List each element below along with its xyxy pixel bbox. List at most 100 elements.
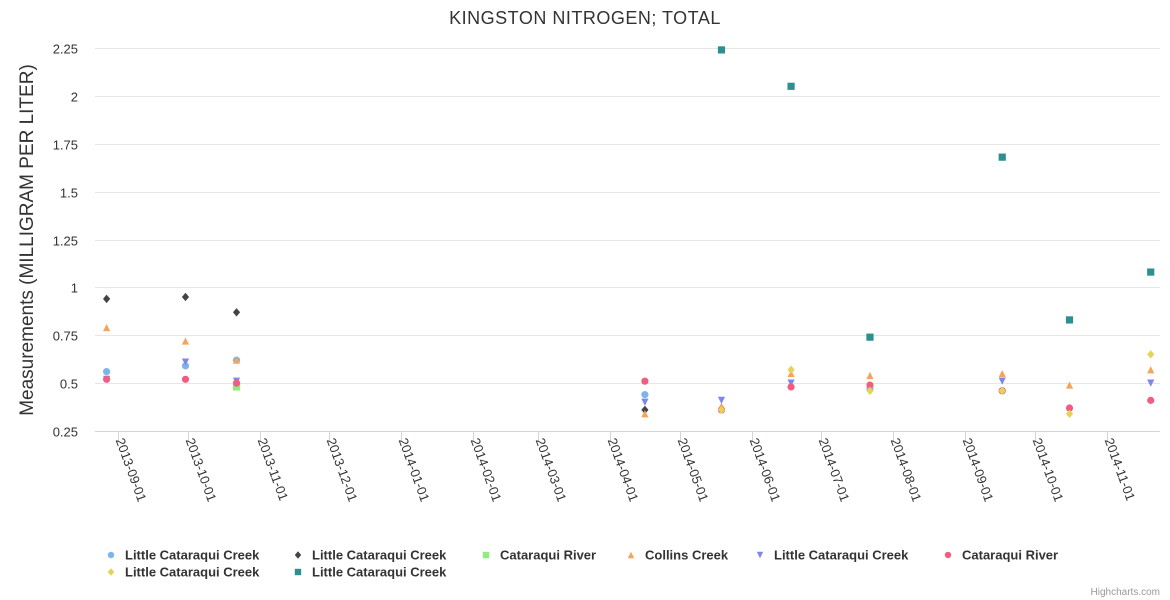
series-group [103,323,1155,418]
data-point[interactable] [232,356,241,364]
data-point[interactable] [181,358,190,366]
legend-item[interactable]: Cataraqui River [944,548,1058,563]
series-group [103,358,1155,406]
series-group [103,375,1155,414]
data-point[interactable] [232,308,241,317]
legend-item[interactable]: Little Cataraqui Creek [756,548,909,563]
legend-label[interactable]: Little Cataraqui Creek [774,548,909,563]
data-point[interactable] [641,405,649,415]
legend-item[interactable]: Little Cataraqui Creek [107,548,260,563]
x-tick-label: 2013-10-01 [183,436,220,504]
data-point[interactable] [181,375,190,383]
legend-marker [107,551,115,559]
legend-label[interactable]: Cataraqui River [962,548,1058,563]
x-tick-label: 2013-11-01 [255,436,292,503]
data-point[interactable] [866,371,874,380]
legend-marker [482,551,490,559]
y-tick-label: 2.25 [53,42,78,57]
data-point[interactable] [866,333,874,341]
legend-marker [294,551,302,559]
data-point[interactable] [103,368,111,376]
data-point[interactable] [1147,366,1155,374]
x-tick-label: 2014-01-01 [396,436,433,504]
legend-item[interactable]: Little Cataraqui Creek [107,565,260,580]
data-points [103,46,1155,418]
legend-marker [627,551,635,559]
legend-label[interactable]: Little Cataraqui Creek [312,548,447,563]
data-point[interactable] [641,410,649,418]
data-point[interactable] [998,386,1006,395]
data-point[interactable] [181,337,190,345]
y-tick-label: 1 [71,281,78,296]
x-tick-label: 2014-03-01 [533,436,570,504]
legend-label[interactable]: Collins Creek [645,548,729,563]
data-point[interactable] [181,362,190,370]
data-point[interactable] [866,386,874,395]
data-point[interactable] [717,46,726,54]
x-tick-label: 2014-07-01 [816,436,853,504]
data-point[interactable] [717,405,726,415]
x-tick-label: 2013-12-01 [324,436,361,504]
data-point[interactable] [1147,268,1155,276]
data-point[interactable] [998,153,1006,161]
data-point[interactable] [103,294,111,304]
series-group [103,292,649,415]
series-group [717,350,1155,418]
data-point[interactable] [232,379,241,387]
legend-item[interactable]: Cataraqui River [482,548,596,563]
data-point[interactable] [232,383,241,391]
data-point[interactable] [103,375,111,383]
data-point[interactable] [641,391,649,399]
x-tick-label: 2014-08-01 [888,436,925,504]
legend-label[interactable]: Little Cataraqui Creek [312,565,447,580]
x-tick-label: 2014-06-01 [747,436,784,504]
data-point[interactable] [787,365,795,374]
data-point[interactable] [641,398,649,406]
legend-marker [107,568,115,576]
legend-label[interactable]: Little Cataraqui Creek [125,548,260,563]
x-tick-label: 2014-05-01 [675,436,712,504]
y-axis-label: Measurements (MILLIGRAM PER LITER) [17,64,38,416]
x-tick-label: 2014-11-01 [1102,436,1139,503]
x-tick-label: 2013-09-01 [113,436,150,504]
credits-link[interactable]: Highcharts.com [1091,587,1160,598]
series-group [717,46,1155,341]
data-point[interactable] [1147,350,1155,359]
legend[interactable]: Little Cataraqui Creek Little Cataraqui C… [107,548,1058,580]
legend-item[interactable]: Little Cataraqui Creek [294,565,447,580]
legend-item[interactable]: Collins Creek [627,548,729,563]
y-tick-label: 1.5 [60,186,78,201]
data-point[interactable] [1147,379,1155,387]
data-point[interactable] [1065,409,1074,418]
data-point[interactable] [866,381,874,389]
data-point[interactable] [998,377,1006,385]
data-point[interactable] [787,379,795,387]
legend-label[interactable]: Little Cataraqui Creek [125,565,260,580]
data-point[interactable] [998,369,1006,378]
y-tick-label: 0.75 [53,329,78,344]
y-tick-label: 0.25 [53,425,78,440]
data-point[interactable] [1065,381,1074,389]
legend-item[interactable]: Little Cataraqui Creek [294,548,447,563]
x-tick-label: 2014-09-01 [960,436,997,504]
data-point[interactable] [1065,316,1074,324]
data-point[interactable] [717,396,726,404]
legend-marker [944,551,952,559]
data-point[interactable] [787,383,795,391]
y-tick-label: 1.25 [53,234,78,249]
series-group [232,383,241,391]
axes: 0.25 0.5 0.75 1 1.25 1.5 1.75 2 2.25 2013-09-01 20… [53,42,1160,504]
y-tick-label: 0.5 [60,377,78,392]
x-tick-label: 2014-04-01 [605,436,642,504]
data-point[interactable] [1147,396,1155,404]
x-tick-label: 2014-10-01 [1030,436,1067,504]
data-point[interactable] [1065,404,1074,412]
y-tick-label: 2 [71,90,78,105]
data-point[interactable] [787,82,795,90]
legend-label[interactable]: Cataraqui River [500,548,596,563]
data-point[interactable] [181,292,190,302]
data-point[interactable] [641,377,649,385]
x-tick-label: 2014-02-01 [468,436,505,504]
grid-lines [95,48,1160,432]
data-point[interactable] [103,323,111,332]
